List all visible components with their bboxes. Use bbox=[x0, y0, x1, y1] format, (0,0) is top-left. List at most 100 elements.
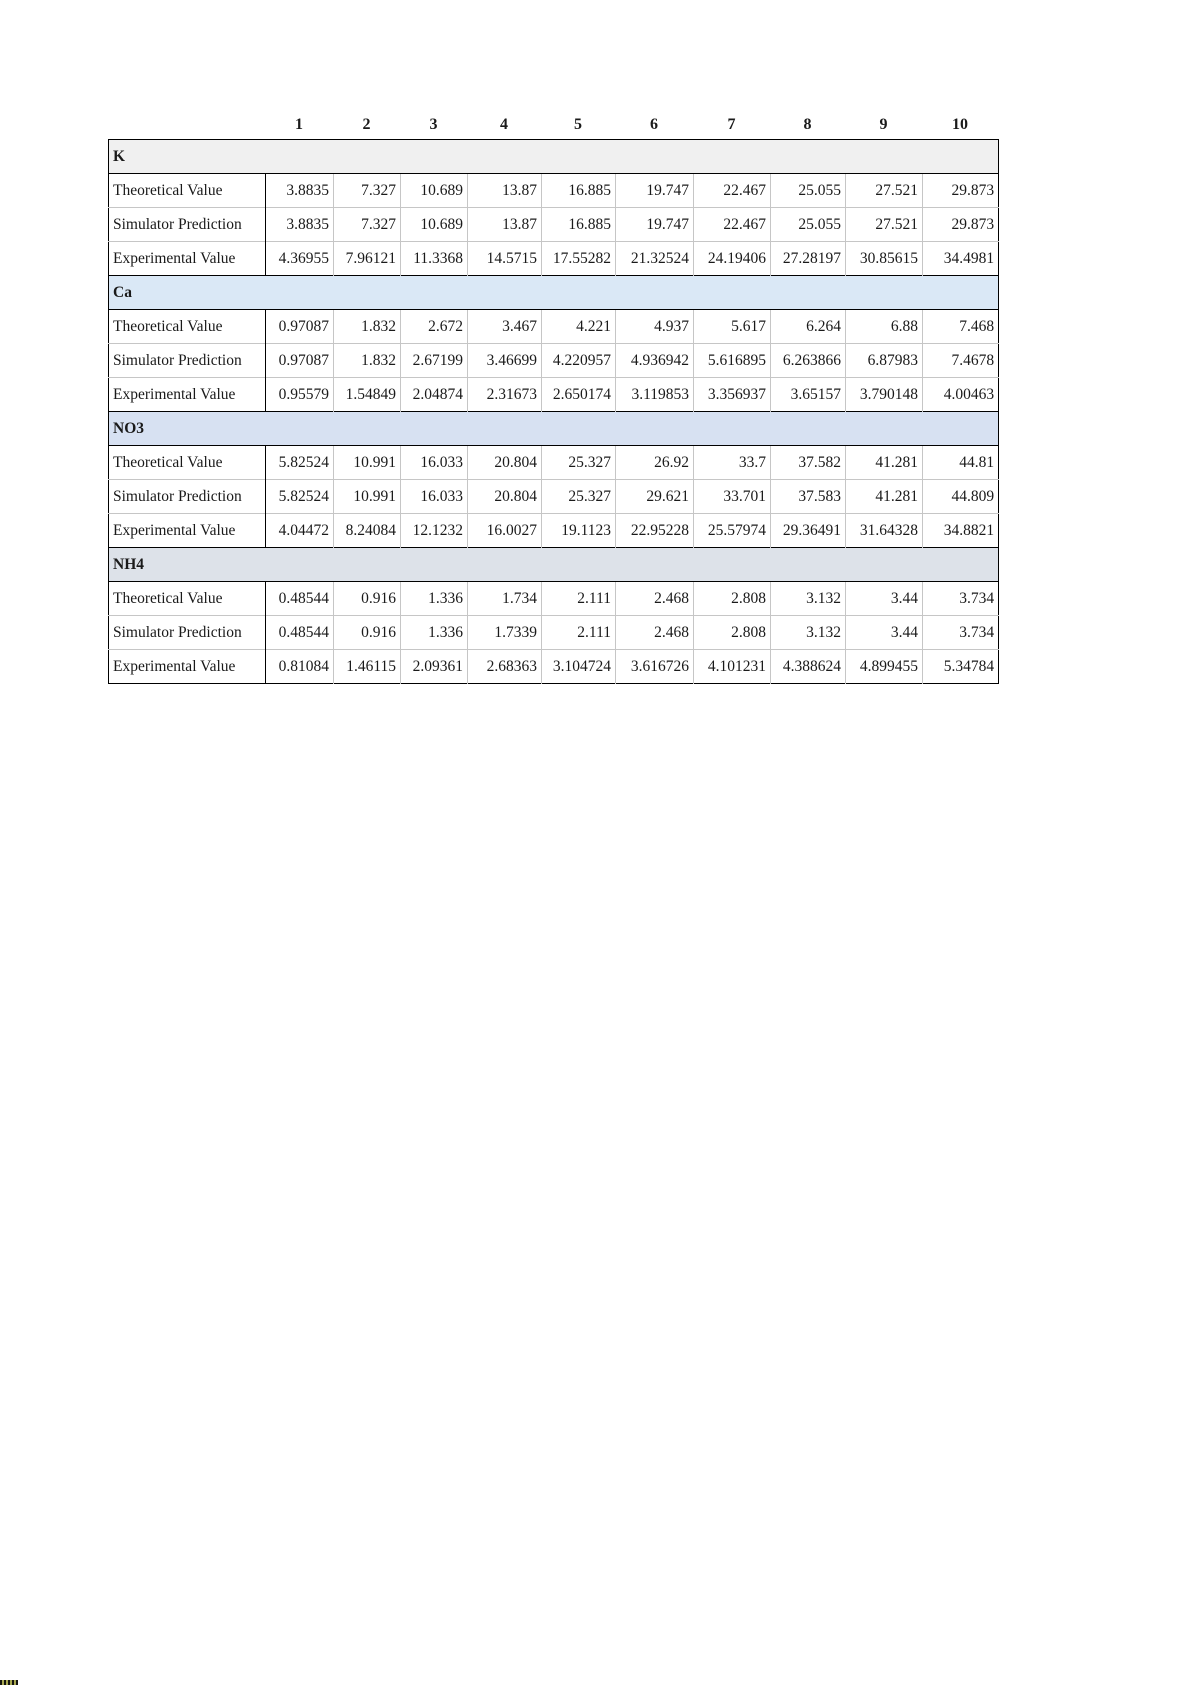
value-cell: 5.616895 bbox=[693, 343, 771, 378]
table-row: Theoretical Value 3.8835 7.327 10.689 13.87 1… bbox=[108, 173, 999, 208]
value-cell: 0.916 bbox=[333, 615, 401, 650]
value-cell: 13.87 bbox=[467, 173, 542, 208]
value-cell: 33.7 bbox=[693, 445, 771, 480]
value-cell: 7.468 bbox=[921, 309, 999, 344]
value-cell: 29.36491 bbox=[770, 513, 846, 548]
value-cell: 37.583 bbox=[770, 479, 846, 514]
value-cell: 1.46115 bbox=[333, 649, 401, 684]
value-cell: 6.87983 bbox=[845, 343, 923, 378]
value-cell: 34.8821 bbox=[921, 513, 999, 548]
value-cell: 41.281 bbox=[845, 445, 923, 480]
row-label: Simulator Prediction bbox=[108, 343, 266, 378]
value-cell: 5.617 bbox=[693, 309, 771, 344]
value-cell: 2.67199 bbox=[400, 343, 468, 378]
value-cell: 4.899455 bbox=[845, 649, 923, 684]
value-cell: 2.04874 bbox=[400, 377, 468, 412]
value-cell: 3.356937 bbox=[693, 377, 771, 412]
value-cell: 3.734 bbox=[921, 581, 999, 616]
value-cell: 44.81 bbox=[921, 445, 999, 480]
table-row: Simulator Prediction 0.48544 0.916 1.336 1.7… bbox=[108, 615, 999, 650]
column-header-5: 5 bbox=[574, 115, 582, 133]
value-cell: 20.804 bbox=[467, 479, 542, 514]
value-cell: 22.467 bbox=[693, 173, 771, 208]
value-cell: 5.34784 bbox=[921, 649, 999, 684]
value-cell: 27.521 bbox=[845, 207, 923, 242]
value-cell: 25.327 bbox=[541, 479, 616, 514]
value-cell: 29.621 bbox=[615, 479, 694, 514]
value-cell: 0.916 bbox=[333, 581, 401, 616]
value-cell: 0.48544 bbox=[265, 581, 334, 616]
value-cell: 3.65157 bbox=[770, 377, 846, 412]
section-header-Ca: Ca bbox=[108, 275, 999, 310]
value-cell: 7.327 bbox=[333, 173, 401, 208]
value-cell: 2.09361 bbox=[400, 649, 468, 684]
value-cell: 27.28197 bbox=[770, 241, 846, 276]
value-cell: 3.46699 bbox=[467, 343, 542, 378]
value-cell: 19.747 bbox=[615, 207, 694, 242]
value-cell: 6.88 bbox=[845, 309, 923, 344]
value-cell: 34.4981 bbox=[921, 241, 999, 276]
column-header-3: 3 bbox=[429, 115, 438, 133]
value-cell: 7.96121 bbox=[333, 241, 401, 276]
value-cell: 27.521 bbox=[845, 173, 923, 208]
value-cell: 14.5715 bbox=[467, 241, 542, 276]
section-header-NH4: NH4 bbox=[108, 547, 999, 582]
value-cell: 4.221 bbox=[541, 309, 616, 344]
value-cell: 3.734 bbox=[921, 615, 999, 650]
value-cell: 1.832 bbox=[333, 343, 401, 378]
value-cell: 2.68363 bbox=[467, 649, 542, 684]
value-cell: 2.672 bbox=[400, 309, 468, 344]
value-cell: 7.4678 bbox=[921, 343, 999, 378]
value-cell: 3.790148 bbox=[845, 377, 923, 412]
column-header-10: 10 bbox=[952, 115, 968, 133]
column-header-2: 2 bbox=[362, 115, 371, 133]
value-cell: 2.468 bbox=[615, 581, 694, 616]
value-cell: 2.111 bbox=[541, 615, 616, 650]
value-cell: 4.36955 bbox=[265, 241, 334, 276]
value-cell: 0.97087 bbox=[265, 309, 334, 344]
value-cell: 0.97087 bbox=[265, 343, 334, 378]
value-cell: 16.0027 bbox=[467, 513, 542, 548]
value-cell: 0.48544 bbox=[265, 615, 334, 650]
value-cell: 6.264 bbox=[770, 309, 846, 344]
value-cell: 19.747 bbox=[615, 173, 694, 208]
value-cell: 25.055 bbox=[770, 173, 846, 208]
row-label: Experimental Value bbox=[108, 377, 266, 412]
column-header-1: 1 bbox=[295, 115, 303, 133]
value-cell: 3.104724 bbox=[541, 649, 616, 684]
value-cell: 2.31673 bbox=[467, 377, 542, 412]
value-cell: 5.82524 bbox=[265, 445, 334, 480]
value-cell: 4.936942 bbox=[615, 343, 694, 378]
table-row: Experimental Value 4.36955 7.96121 11.3368 1… bbox=[108, 241, 999, 276]
value-cell: 3.8835 bbox=[265, 207, 334, 242]
value-cell: 4.101231 bbox=[693, 649, 771, 684]
corner-artifact bbox=[0, 1680, 18, 1685]
value-cell: 2.808 bbox=[693, 581, 771, 616]
value-cell: 22.467 bbox=[693, 207, 771, 242]
value-cell: 25.055 bbox=[770, 207, 846, 242]
value-cell: 2.111 bbox=[541, 581, 616, 616]
section-row-NO3: NO3 bbox=[108, 411, 999, 446]
value-cell: 3.467 bbox=[467, 309, 542, 344]
value-cell: 4.388624 bbox=[770, 649, 846, 684]
value-cell: 21.32524 bbox=[615, 241, 694, 276]
value-cell: 3.132 bbox=[770, 615, 846, 650]
value-cell: 12.1232 bbox=[400, 513, 468, 548]
value-cell: 3.616726 bbox=[615, 649, 694, 684]
value-cell: 3.8835 bbox=[265, 173, 334, 208]
table-row: Experimental Value 0.81084 1.46115 2.09361 2… bbox=[108, 649, 999, 684]
value-cell: 4.00463 bbox=[921, 377, 999, 412]
value-cell: 26.92 bbox=[615, 445, 694, 480]
table-body: K Theoretical Value 3.8835 7.327 10.689 13.87… bbox=[108, 139, 999, 684]
section-row-K: K bbox=[108, 139, 999, 174]
value-cell: 1.734 bbox=[467, 581, 542, 616]
column-header-row: 1 2 3 4 5 6 7 8 9 10 bbox=[108, 110, 998, 139]
value-cell: 16.885 bbox=[541, 207, 616, 242]
table-row: Experimental Value 4.04472 8.24084 12.1232 1… bbox=[108, 513, 999, 548]
row-label: Theoretical Value bbox=[108, 581, 266, 616]
column-header-corner bbox=[108, 110, 265, 139]
row-label: Theoretical Value bbox=[108, 309, 266, 344]
column-header-tr: 1 2 3 4 5 6 7 8 9 10 bbox=[108, 110, 998, 139]
value-cell: 33.701 bbox=[693, 479, 771, 514]
value-cell: 29.873 bbox=[921, 173, 999, 208]
